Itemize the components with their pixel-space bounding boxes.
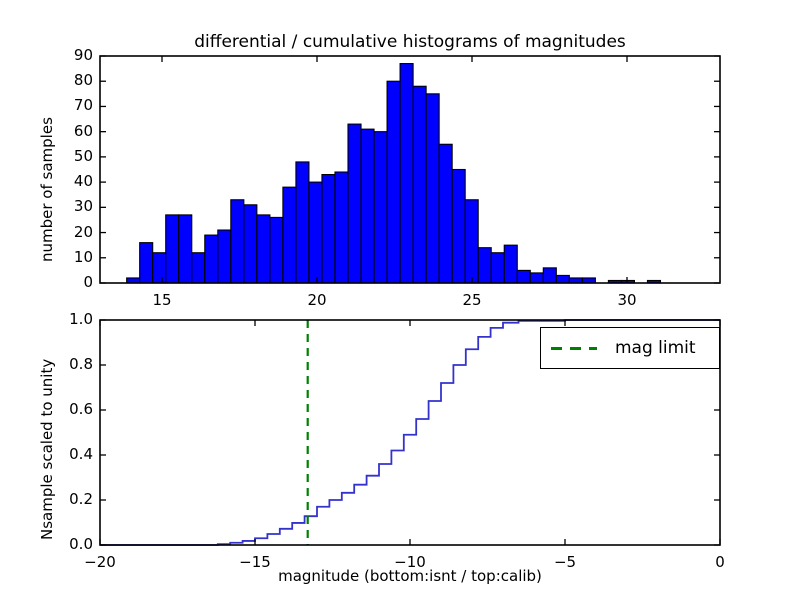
top-y-tick-label: 50 bbox=[73, 146, 93, 165]
bottom-y-tick-label: 0.6 bbox=[69, 400, 93, 418]
top-y-tick-label: 10 bbox=[73, 247, 93, 266]
top-y-tick-label: 40 bbox=[73, 172, 93, 191]
bottom-y-tick-label: 1.0 bbox=[69, 310, 93, 328]
bottom-x-tick-label: −5 bbox=[553, 553, 577, 571]
top-y-tick-label: 60 bbox=[73, 121, 93, 140]
legend: mag limit bbox=[540, 327, 720, 369]
top-y-tick-label: 20 bbox=[73, 222, 93, 241]
top-x-tick-label: 20 bbox=[307, 291, 327, 309]
top-x-tick-label: 30 bbox=[617, 291, 637, 309]
top-y-tick-label: 70 bbox=[73, 96, 93, 115]
top-y-tick-label: 0 bbox=[83, 273, 93, 291]
bottom-x-tick-label: 0 bbox=[715, 553, 725, 571]
histogram-bars bbox=[126, 63, 662, 284]
chart-title: differential / cumulative histograms of … bbox=[194, 32, 626, 52]
top-y-tick-label: 90 bbox=[73, 46, 93, 64]
bottom-x-tick-label: −15 bbox=[239, 553, 271, 571]
bottom-y-tick-label: 0.8 bbox=[69, 355, 93, 373]
top-y-tick-label: 30 bbox=[73, 197, 93, 216]
cumulative-curve bbox=[100, 319, 720, 546]
top-x-tick-label: 25 bbox=[462, 291, 482, 309]
top-x-tick-label: 15 bbox=[152, 291, 172, 309]
bottom-x-tick-label: −20 bbox=[84, 553, 116, 571]
bottom-axis-xlabel: magnitude (bottom:isnt / top:calib) bbox=[278, 567, 542, 585]
top-y-tick-label: 80 bbox=[73, 71, 93, 90]
mag-limit-legend-swatch bbox=[551, 346, 597, 350]
top-axis-frame bbox=[99, 55, 721, 284]
bottom-y-tick-label: 0.4 bbox=[69, 445, 93, 463]
bottom-x-tick-label: −10 bbox=[394, 553, 426, 571]
bottom-y-tick-label: 0.2 bbox=[69, 490, 93, 508]
legend-label-mag-limit: mag limit bbox=[615, 338, 696, 358]
bottom-y-tick-label: 0.0 bbox=[69, 535, 93, 553]
